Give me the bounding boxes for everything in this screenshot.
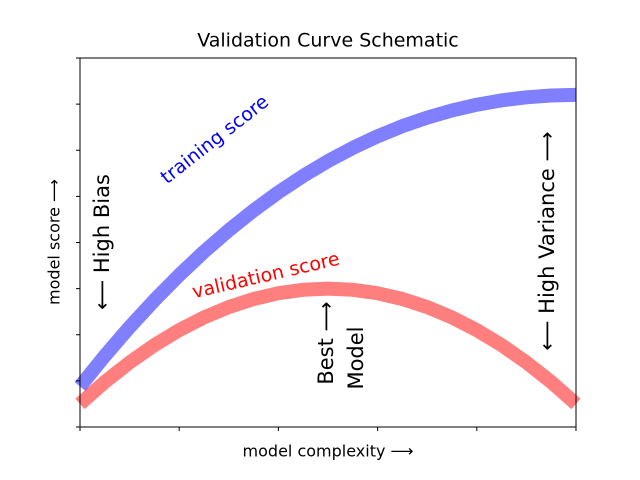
series-line	[74, 87, 577, 391]
x-axis-label: model complexity ⟶	[243, 442, 414, 461]
series-line	[75, 281, 581, 410]
chart-title: Validation Curve Schematic	[197, 30, 459, 52]
annotation: Model	[344, 326, 368, 389]
y-axis-label: model score ⟶	[45, 179, 64, 305]
annotation: ⟵ High Bias	[90, 174, 114, 310]
series-label: training score	[156, 91, 273, 189]
annotation: ⟵ High Variance ⟶	[535, 131, 559, 350]
annotation: Best ⟶	[314, 301, 338, 384]
